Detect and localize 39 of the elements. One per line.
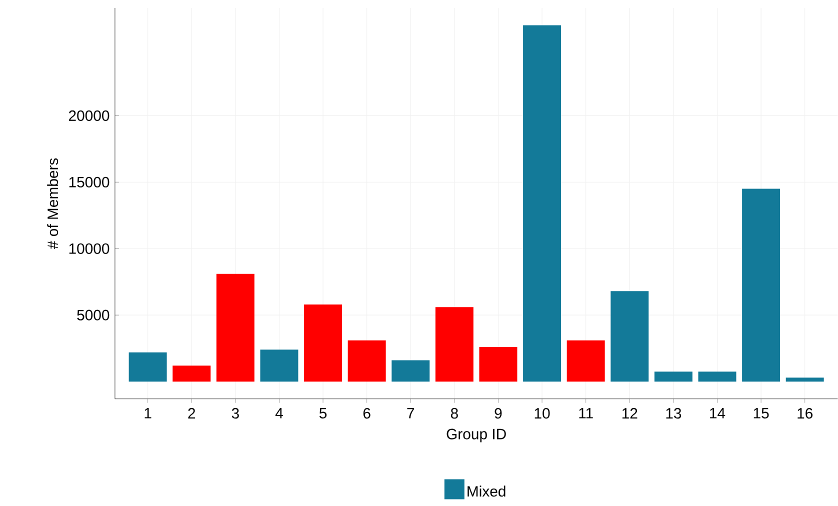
bar <box>172 366 211 382</box>
y-tick-label: 15000 <box>69 176 110 188</box>
bar <box>654 372 692 382</box>
x-tick-label: 1 <box>144 408 152 418</box>
bar <box>348 340 386 382</box>
legend-label: Mixed <box>468 486 506 497</box>
x-tick-label: 11 <box>579 408 593 418</box>
x-tick-label: 6 <box>363 408 370 419</box>
bar <box>786 378 824 382</box>
x-tick-label: 7 <box>407 408 414 418</box>
x-tick-label: 10 <box>534 408 550 419</box>
bar <box>742 188 780 382</box>
y-tick-label: 5000 <box>77 310 110 320</box>
bar <box>566 340 605 382</box>
y-axis-title: # of Members <box>47 158 58 250</box>
y-tick-label: 20000 <box>68 110 110 122</box>
bar <box>216 274 254 382</box>
bar <box>392 360 430 382</box>
x-tick-label: 15 <box>754 408 769 419</box>
x-tick-label: 16 <box>798 408 813 419</box>
bar <box>610 291 649 382</box>
bar <box>479 347 518 382</box>
x-axis-title: Group ID <box>446 428 506 442</box>
bar <box>523 25 562 382</box>
x-tick-label: 12 <box>622 408 638 419</box>
bar <box>260 350 298 382</box>
x-tick-label: 5 <box>319 408 327 419</box>
bar <box>698 372 736 382</box>
x-tick-label: 13 <box>666 408 682 419</box>
bar <box>435 307 474 382</box>
x-tick-label: 9 <box>494 408 502 419</box>
y-tick-label: 10000 <box>69 243 110 254</box>
x-tick-label: 14 <box>710 408 726 418</box>
bar <box>128 352 167 382</box>
x-tick-label: 8 <box>450 408 458 419</box>
x-tick-label: 2 <box>188 408 196 419</box>
x-tick-label: 3 <box>232 408 239 419</box>
x-tick-label: 4 <box>275 408 283 418</box>
bar <box>304 304 342 382</box>
